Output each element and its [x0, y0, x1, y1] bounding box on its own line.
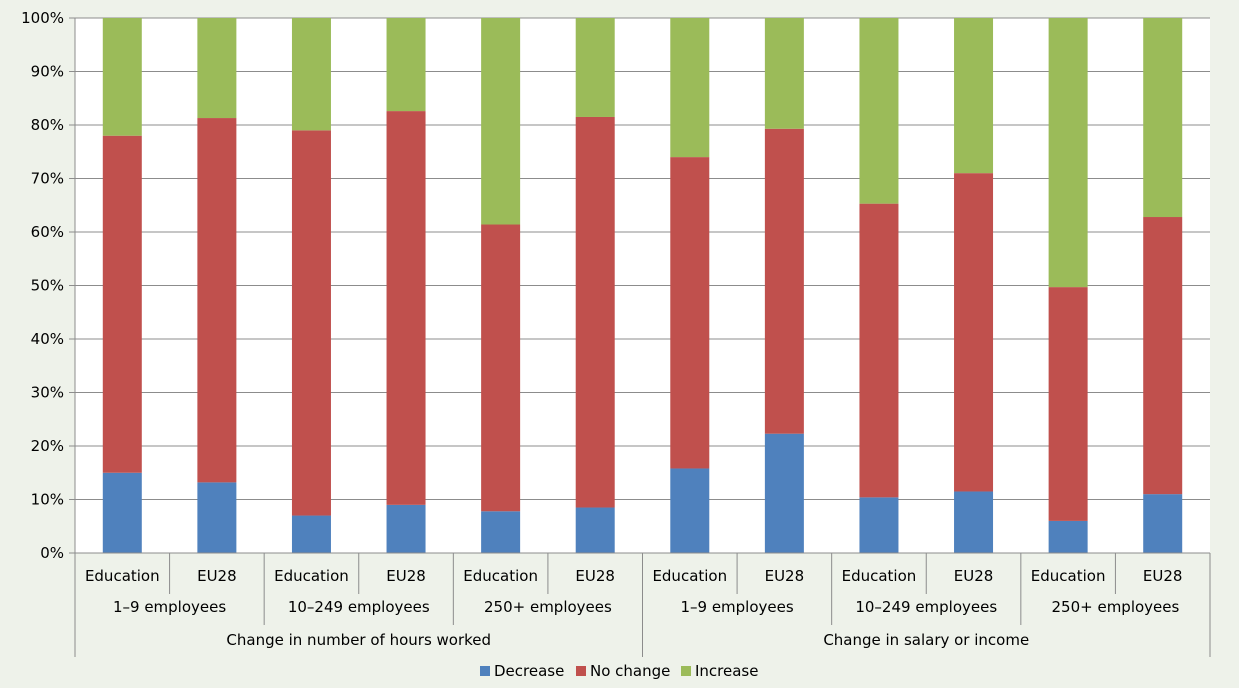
bar-segment-decrease — [859, 497, 899, 553]
bar-segment-no-change — [575, 116, 615, 508]
y-tick-label: 0% — [40, 544, 64, 562]
x-category-label: Education — [1031, 567, 1106, 585]
bar-segment-decrease — [575, 507, 615, 553]
y-tick-label: 20% — [31, 437, 64, 455]
x-category-label: Education — [274, 567, 349, 585]
legend-label-decrease: Decrease — [494, 662, 564, 680]
bar-segment-no-change — [764, 128, 804, 434]
x-category-label: EU28 — [197, 567, 237, 585]
bar-segment-decrease — [1048, 520, 1088, 553]
y-tick-label: 80% — [31, 116, 64, 134]
bar-segment-decrease — [102, 472, 142, 553]
x-group-label: 10–249 employees — [288, 598, 430, 616]
bar-segment-no-change — [1048, 287, 1088, 521]
bar-segment-decrease — [1143, 494, 1183, 553]
legend-swatch-increase — [681, 666, 691, 676]
bar-segment-increase — [764, 18, 804, 129]
bar-segment-decrease — [670, 468, 710, 553]
x-category-label: EU28 — [765, 567, 805, 585]
bar-segment-no-change — [102, 135, 142, 473]
x-measure-label: Change in number of hours worked — [226, 631, 491, 649]
bar-segment-no-change — [481, 224, 521, 512]
bar-segment-increase — [670, 18, 710, 158]
x-group-label: 250+ employees — [1052, 598, 1180, 616]
bar-segment-decrease — [954, 491, 994, 553]
bar-segment-increase — [386, 18, 426, 112]
bar-segment-decrease — [481, 511, 521, 553]
bar-segment-no-change — [291, 130, 331, 516]
bar-segment-no-change — [1143, 217, 1183, 495]
legend-swatch-decrease — [480, 666, 490, 676]
bar-segment-no-change — [954, 173, 994, 492]
y-tick-label: 100% — [21, 9, 64, 27]
x-category-label: Education — [463, 567, 538, 585]
y-tick-label: 40% — [31, 330, 64, 348]
x-group-label: 1–9 employees — [680, 598, 793, 616]
x-category-label: Education — [652, 567, 727, 585]
y-tick-label: 60% — [31, 223, 64, 241]
x-category-label: EU28 — [575, 567, 615, 585]
x-group-label: 250+ employees — [484, 598, 612, 616]
bar-segment-increase — [481, 18, 521, 225]
bar-segment-increase — [859, 18, 899, 204]
x-category-label: Education — [85, 567, 160, 585]
y-tick-label: 30% — [31, 384, 64, 402]
x-category-label: EU28 — [386, 567, 426, 585]
y-tick-label: 50% — [31, 277, 64, 295]
y-tick-label: 10% — [31, 491, 64, 509]
y-tick-label: 90% — [31, 63, 64, 81]
bar-segment-increase — [291, 18, 331, 131]
bar-segment-decrease — [291, 515, 331, 553]
bar-segment-decrease — [386, 504, 426, 553]
bar-segment-increase — [954, 18, 994, 174]
bar-segment-decrease — [764, 433, 804, 553]
bar-segment-increase — [1048, 18, 1088, 288]
bar-segment-no-change — [859, 203, 899, 498]
bar-segment-increase — [102, 18, 142, 136]
bar-segment-no-change — [670, 157, 710, 469]
bar-segment-decrease — [197, 482, 237, 553]
bar-segment-no-change — [197, 118, 237, 483]
bar-segment-increase — [197, 18, 237, 119]
x-group-label: 10–249 employees — [855, 598, 997, 616]
x-category-label: EU28 — [954, 567, 994, 585]
x-category-label: EU28 — [1143, 567, 1183, 585]
x-group-label: 1–9 employees — [113, 598, 226, 616]
x-category-label: Education — [842, 567, 917, 585]
y-tick-label: 70% — [31, 170, 64, 188]
x-measure-label: Change in salary or income — [823, 631, 1029, 649]
bar-segment-no-change — [386, 111, 426, 505]
legend-label-no-change: No change — [590, 662, 670, 680]
legend-swatch-no-change — [576, 666, 586, 676]
bar-segment-increase — [575, 18, 615, 117]
legend-label-increase: Increase — [695, 662, 758, 680]
bar-segment-increase — [1143, 18, 1183, 218]
